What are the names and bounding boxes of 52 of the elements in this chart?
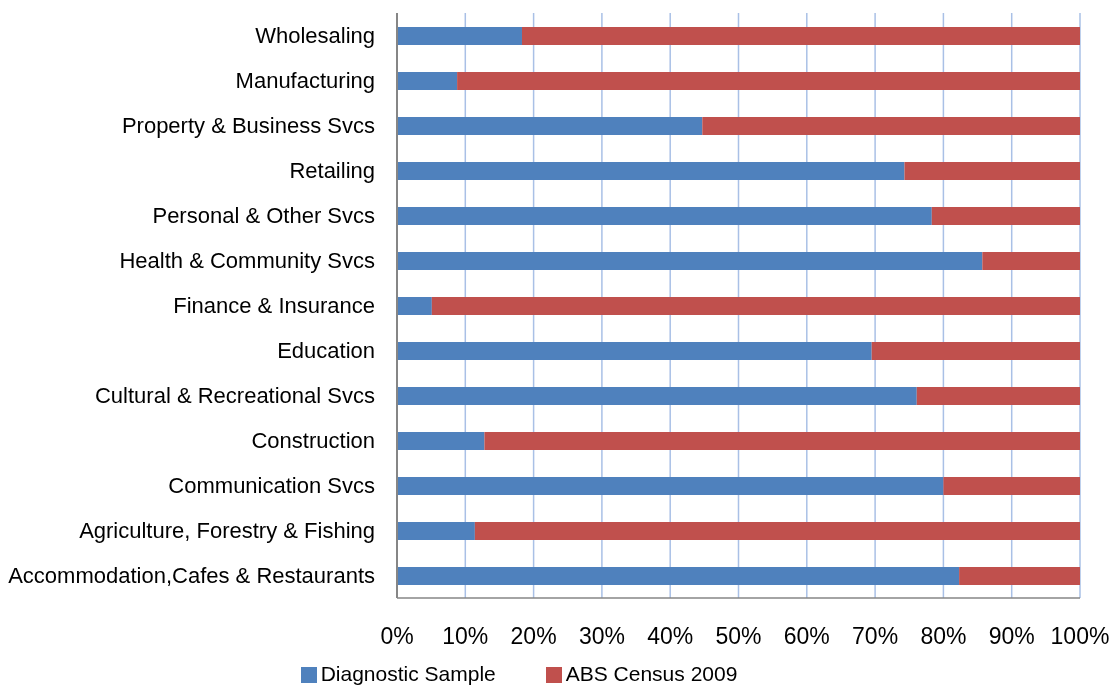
bar xyxy=(397,297,432,315)
bar xyxy=(397,72,458,90)
y-tick-label: Agriculture, Forestry & Fishing xyxy=(79,518,375,544)
bar xyxy=(931,207,1080,225)
y-tick-label: Finance & Insurance xyxy=(173,293,375,319)
bar xyxy=(457,72,1080,90)
y-tick-label: Manufacturing xyxy=(235,68,375,94)
bar xyxy=(871,342,1080,360)
bar xyxy=(397,162,905,180)
y-tick-label: Property & Business Svcs xyxy=(121,113,375,139)
y-tick-label: Accommodation,Cafes & Restaurants xyxy=(8,563,375,589)
bar xyxy=(397,207,932,225)
y-tick-label: Construction xyxy=(251,428,375,454)
x-tick-label: 0% xyxy=(380,623,414,650)
bar xyxy=(484,432,1080,450)
bar xyxy=(702,117,1080,135)
bar xyxy=(397,522,475,540)
y-tick-label: Wholesaling xyxy=(255,23,375,49)
bar xyxy=(959,567,1080,585)
x-tick-label: 70% xyxy=(852,623,899,650)
bar xyxy=(521,27,1080,45)
bar xyxy=(474,522,1080,540)
bar xyxy=(943,477,1080,495)
x-tick-label: 20% xyxy=(510,623,557,650)
x-tick-label: 100% xyxy=(1050,623,1110,650)
y-tick-label: Cultural & Recreational Svcs xyxy=(94,383,375,409)
legend-label: ABS Census 2009 xyxy=(565,662,738,685)
bar xyxy=(982,252,1080,270)
bar xyxy=(397,477,944,495)
y-tick-label: Communication Svcs xyxy=(168,473,375,499)
bar xyxy=(397,567,960,585)
x-tick-label: 30% xyxy=(578,623,625,650)
x-tick-label: 50% xyxy=(715,623,762,650)
y-tick-label: Retailing xyxy=(289,158,375,184)
x-tick-label: 40% xyxy=(647,623,694,650)
x-tick-label: 10% xyxy=(442,623,489,650)
y-tick-label: Health & Community Svcs xyxy=(119,248,375,274)
bar xyxy=(397,342,872,360)
bar xyxy=(397,387,917,405)
x-tick-label: 60% xyxy=(783,623,830,650)
bar xyxy=(397,252,983,270)
bar xyxy=(397,432,485,450)
bar xyxy=(916,387,1080,405)
y-tick-label: Personal & Other Svcs xyxy=(152,203,375,229)
y-tick-label: Education xyxy=(277,338,375,364)
bar xyxy=(397,117,703,135)
x-tick-label: 80% xyxy=(920,623,967,650)
legend-label: Diagnostic Sample xyxy=(320,662,496,685)
bar xyxy=(904,162,1080,180)
x-tick-label: 90% xyxy=(988,623,1035,650)
bar xyxy=(431,297,1080,315)
bar xyxy=(397,27,522,45)
